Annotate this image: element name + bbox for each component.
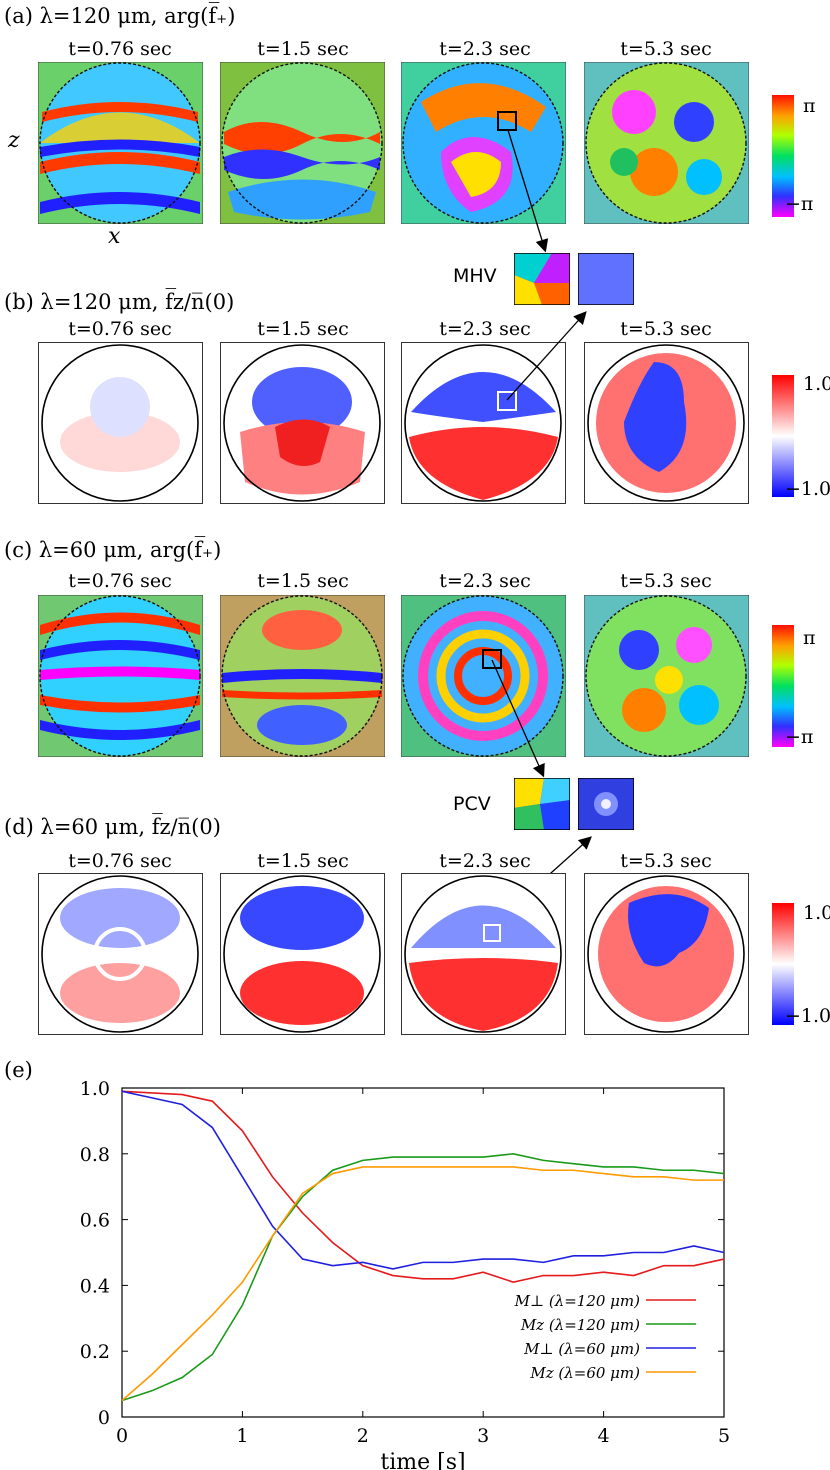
phase-map-a2 (220, 62, 385, 224)
pcv-label: PCV (453, 793, 491, 815)
phase-map-a1 (38, 62, 203, 224)
pcv-inset-phase (514, 778, 570, 830)
x-axis-title: time [s] (380, 1450, 465, 1470)
panel-d-label: (d) λ=60 μm, f̅z/n̅(0) (4, 815, 221, 839)
time-label-b2: t=1.5 sec (257, 318, 349, 340)
time-label-d4: t=5.3 sec (620, 850, 712, 872)
time-label-a3: t=2.3 sec (439, 38, 531, 60)
y-tick-label: 0 (98, 1407, 110, 1429)
time-label-c1: t=0.76 sec (68, 570, 172, 592)
phase-map-c4 (584, 595, 749, 757)
y-tick-label: 1.0 (80, 1080, 110, 1100)
x-tick-label: 3 (477, 1425, 489, 1447)
density-map-d4 (584, 873, 749, 1035)
time-label-a2: t=1.5 sec (257, 38, 349, 60)
phase-colorbar-a-min: −π (785, 193, 814, 215)
density-colorbar-b-max: 1.0 (803, 373, 830, 395)
series-line-2 (121, 1090, 725, 1270)
phase-map-c1 (38, 595, 203, 757)
time-label-d1: t=0.76 sec (68, 850, 172, 872)
panel-c-label: (c) λ=60 μm, arg(f̅₊) (4, 538, 222, 562)
time-label-c4: t=5.3 sec (620, 570, 712, 592)
x-tick-label: 5 (718, 1425, 730, 1447)
phase-colorbar-c-min: −π (785, 726, 814, 748)
x-axis-label: x (108, 224, 121, 249)
magnetization-chart: 0 1 2 3 4 5 0 0.2 0.4 0.6 0.8 1.0 time [s] M⊥ (λ=120 … (80, 1080, 730, 1470)
density-map-b3 (401, 342, 566, 504)
density-map-b4 (584, 342, 749, 504)
phase-map-c2 (220, 595, 385, 757)
series-line-1 (121, 1152, 725, 1402)
y-tick-label: 0.4 (80, 1275, 110, 1297)
panel-e-label: (e) (4, 1058, 33, 1082)
phase-map-a4 (584, 62, 749, 224)
phase-colorbar-c (772, 625, 794, 747)
x-tick-label: 1 (236, 1425, 248, 1447)
panel-b-label: (b) λ=120 μm, f̅z/n̅(0) (4, 290, 235, 314)
y-tick-label: 0.6 (80, 1210, 110, 1232)
mhv-label: MHV (453, 265, 497, 287)
density-map-b2 (220, 342, 385, 504)
mhv-inset-phase (514, 253, 570, 305)
density-colorbar-d (772, 903, 794, 1025)
time-label-a4: t=5.3 sec (620, 38, 712, 60)
series-line-0 (121, 1090, 725, 1283)
time-label-b1: t=0.76 sec (68, 318, 172, 340)
time-label-b3: t=2.3 sec (439, 318, 531, 340)
density-map-d3 (401, 873, 566, 1035)
inset-arrows (491, 129, 592, 900)
density-colorbar-d-max: 1.0 (803, 902, 830, 924)
legend-label-2: M⊥ (λ=60 μm) (523, 1340, 640, 1358)
mhv-inset-density (578, 253, 634, 305)
x-tick-label: 4 (598, 1425, 610, 1447)
time-label-b4: t=5.3 sec (620, 318, 712, 340)
legend-label-3: Mz (λ=60 μm) (529, 1364, 640, 1382)
density-map-b1 (38, 342, 203, 504)
density-map-d2 (220, 873, 385, 1035)
y-tick-label: 0.2 (80, 1341, 110, 1363)
phase-colorbar-c-max: π (803, 627, 816, 649)
density-colorbar-d-min: −1.0 (785, 1005, 830, 1027)
panel-a-label: (a) λ=120 μm, arg(f̅₊) (4, 4, 236, 28)
legend-label-1: Mz (λ=120 μm) (520, 1316, 640, 1334)
time-label-d3: t=2.3 sec (439, 850, 531, 872)
time-label-a1: t=0.76 sec (68, 38, 172, 60)
phase-colorbar-a (772, 95, 794, 217)
phase-colorbar-a-max: π (803, 95, 816, 117)
series-line-3 (121, 1166, 724, 1402)
x-tick-label: 2 (357, 1425, 369, 1447)
density-colorbar-b (772, 375, 794, 497)
pcv-inset-density (578, 778, 634, 830)
legend-label-0: M⊥ (λ=120 μm) (514, 1292, 641, 1310)
density-map-d1 (38, 873, 203, 1035)
time-label-c2: t=1.5 sec (257, 570, 349, 592)
z-axis-label: z (8, 128, 20, 153)
time-label-d2: t=1.5 sec (257, 850, 349, 872)
density-colorbar-b-min: −1.0 (785, 478, 830, 500)
phase-map-a3 (401, 62, 566, 224)
time-label-c3: t=2.3 sec (439, 570, 531, 592)
phase-map-c3 (401, 595, 566, 757)
y-tick-label: 0.8 (80, 1144, 110, 1166)
x-tick-label: 0 (116, 1425, 128, 1447)
